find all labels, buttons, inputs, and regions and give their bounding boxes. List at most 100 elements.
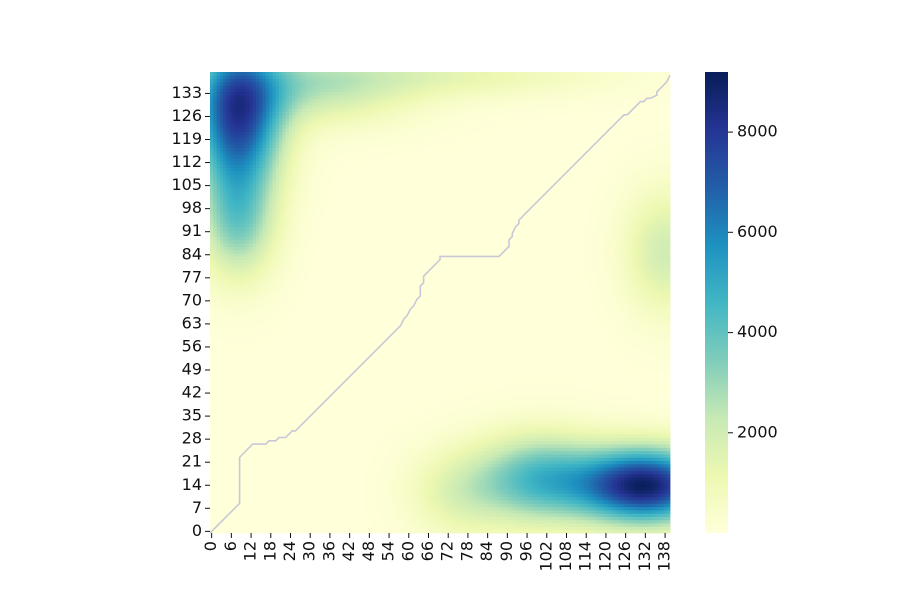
heatmap-cell xyxy=(390,483,395,488)
heatmap-cell xyxy=(302,480,306,484)
heatmap-cell xyxy=(479,470,484,475)
heatmap-cell xyxy=(265,424,270,429)
heatmap-cell xyxy=(410,477,415,481)
heatmap-cell xyxy=(252,417,257,422)
heatmap-cell xyxy=(417,503,421,508)
heatmap-cell xyxy=(443,447,447,452)
heatmap-cell xyxy=(446,440,451,445)
heatmap-cell xyxy=(426,509,431,514)
heatmap-cell xyxy=(315,529,319,534)
heatmap-cell xyxy=(226,519,231,524)
heatmap-cell xyxy=(236,457,240,461)
heatmap-cell xyxy=(551,424,556,429)
heatmap-cell xyxy=(574,427,579,432)
heatmap-cell xyxy=(489,523,493,527)
heatmap-cell xyxy=(604,483,608,488)
heatmap-cell xyxy=(417,526,421,531)
heatmap-cell xyxy=(305,453,309,458)
heatmap-cell xyxy=(561,483,566,488)
heatmap-cell xyxy=(453,490,457,494)
heatmap-cell xyxy=(650,516,654,521)
heatmap-cell xyxy=(476,503,480,508)
heatmap-cell xyxy=(620,470,625,475)
heatmap-cell xyxy=(292,486,296,491)
heatmap-cell xyxy=(650,424,654,429)
heatmap-cell xyxy=(512,490,516,494)
heatmap-cell xyxy=(578,480,582,484)
heatmap-cell xyxy=(581,503,585,508)
heatmap-cell xyxy=(341,496,346,501)
heatmap-cell xyxy=(259,516,263,521)
heatmap-cell xyxy=(518,421,523,425)
heatmap-cell xyxy=(371,467,375,471)
heatmap-cell xyxy=(505,473,510,478)
heatmap-cell xyxy=(617,470,622,475)
heatmap-cell xyxy=(397,523,401,527)
heatmap-cell xyxy=(265,473,270,478)
heatmap-cell xyxy=(420,437,424,442)
heatmap-cell xyxy=(463,444,467,448)
heatmap-cell xyxy=(380,467,385,471)
heatmap-cell xyxy=(387,523,392,527)
heatmap-cell xyxy=(364,506,369,511)
heatmap-cell xyxy=(282,424,286,429)
heatmap-cell xyxy=(541,529,546,534)
heatmap-cell xyxy=(512,509,516,514)
heatmap-cell xyxy=(433,480,438,484)
heatmap-cell xyxy=(571,493,576,498)
heatmap-cell xyxy=(436,490,441,494)
heatmap-cell xyxy=(354,463,359,468)
heatmap-cell xyxy=(476,457,480,461)
heatmap-cell xyxy=(453,467,457,471)
heatmap-cell xyxy=(377,460,382,465)
heatmap-cell xyxy=(226,417,231,422)
heatmap-cell xyxy=(617,516,622,521)
heatmap-cell xyxy=(633,460,638,465)
heatmap-cell xyxy=(279,529,283,534)
heatmap-cell xyxy=(390,460,395,465)
heatmap-cell xyxy=(213,477,217,481)
heatmap-cell xyxy=(371,519,375,524)
heatmap-cell xyxy=(643,430,648,435)
heatmap-cell xyxy=(653,516,658,521)
heatmap-cell xyxy=(413,440,418,445)
heatmap-cell xyxy=(239,506,244,511)
heatmap-cell xyxy=(528,523,533,527)
heatmap-cell xyxy=(364,500,369,504)
heatmap-cell xyxy=(305,437,309,442)
heatmap-cell xyxy=(604,437,608,442)
heatmap-cell xyxy=(269,430,273,435)
heatmap-cell xyxy=(292,513,296,517)
heatmap-cell xyxy=(640,440,645,445)
heatmap-cell xyxy=(663,457,668,461)
heatmap-cell xyxy=(492,414,497,419)
heatmap-cell xyxy=(377,450,382,455)
heatmap-cell xyxy=(285,480,290,484)
heatmap-cell xyxy=(548,467,553,471)
heatmap-cell xyxy=(311,493,316,498)
heatmap-cell xyxy=(610,467,615,471)
heatmap-cell xyxy=(509,453,513,458)
heatmap-cell xyxy=(269,437,273,442)
heatmap-cell xyxy=(601,453,605,458)
heatmap-cell xyxy=(242,523,247,527)
heatmap-cell xyxy=(440,437,444,442)
heatmap-cell xyxy=(650,503,654,508)
heatmap-cell xyxy=(298,483,303,488)
heatmap-cell xyxy=(410,490,415,494)
heatmap-cell xyxy=(607,437,612,442)
heatmap-cell xyxy=(315,503,319,508)
heatmap-cell xyxy=(633,483,638,488)
heatmap-cell xyxy=(476,430,480,435)
heatmap-cell xyxy=(242,480,247,484)
heatmap-cell xyxy=(656,506,661,511)
heatmap-cell xyxy=(265,414,270,419)
heatmap-cell xyxy=(528,516,533,521)
heatmap-cell xyxy=(308,503,313,508)
heatmap-cell xyxy=(653,500,658,504)
heatmap-cell xyxy=(371,509,375,514)
heatmap-cell xyxy=(315,427,319,432)
heatmap-cell xyxy=(269,513,273,517)
heatmap-cell xyxy=(545,523,549,527)
heatmap-cell xyxy=(256,509,260,514)
